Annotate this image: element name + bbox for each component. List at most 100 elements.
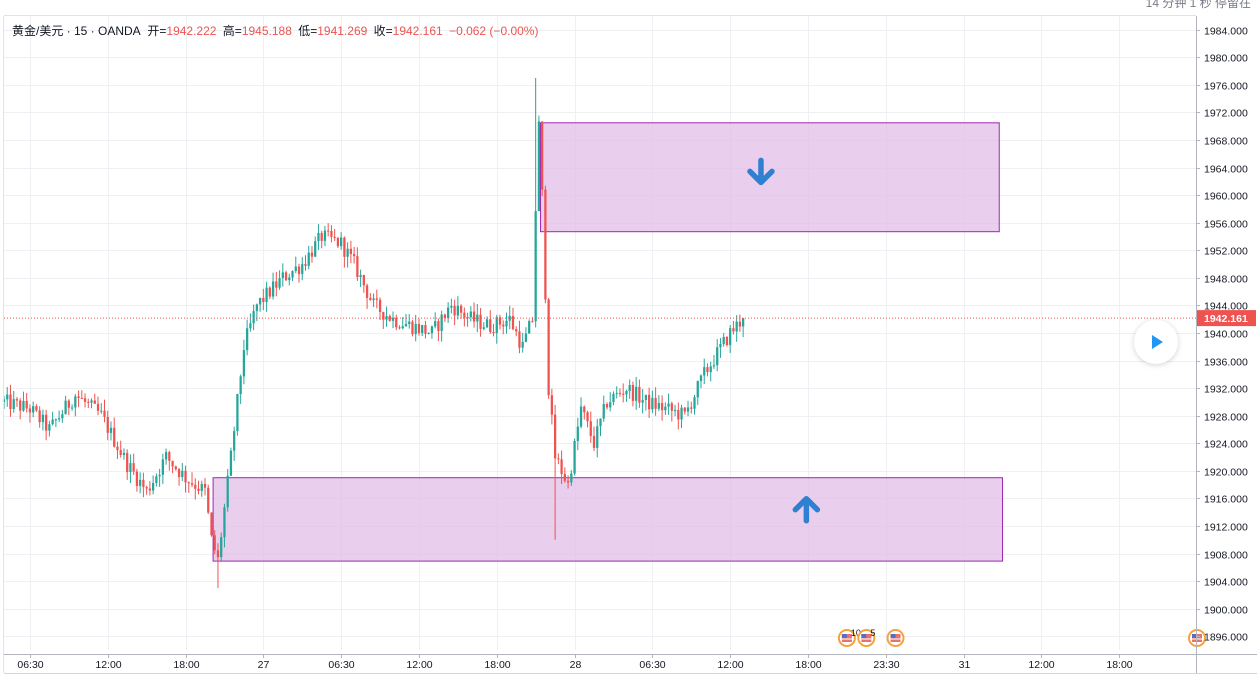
candle (629, 379, 631, 398)
y-tick-label: 1952.000 (1204, 246, 1248, 258)
candle (304, 255, 306, 270)
candle (512, 308, 514, 330)
candle (463, 307, 465, 326)
x-tick-label: 18:00 (484, 659, 510, 671)
x-tick-label: 31 (959, 659, 971, 671)
candle (291, 270, 293, 281)
candle (9, 385, 11, 417)
candle (321, 231, 323, 248)
us-flag-event-icon[interactable] (888, 630, 904, 646)
x-tick-label: 18:00 (795, 659, 821, 671)
candle (441, 311, 443, 342)
candle (535, 78, 537, 328)
close-label: 收= (374, 24, 393, 38)
candle (586, 411, 588, 428)
candle (311, 246, 313, 263)
candle (275, 272, 277, 296)
candle (541, 121, 543, 196)
candle (489, 310, 491, 334)
candle (246, 320, 248, 356)
candle (492, 324, 494, 337)
x-tick-label: 28 (570, 659, 582, 671)
candle (697, 381, 699, 405)
candle (240, 374, 242, 403)
candle (201, 481, 203, 497)
candle (706, 363, 708, 376)
candle (61, 410, 63, 423)
candle (635, 377, 637, 410)
price-axis[interactable]: 1896.0001900.0001904.0001908.0001912.000… (1196, 16, 1256, 673)
candle (233, 427, 235, 461)
candle (684, 407, 686, 415)
candle (599, 418, 601, 436)
candle (450, 299, 452, 314)
y-tick-label: 1964.000 (1204, 164, 1248, 176)
candle (547, 298, 549, 399)
zones-layer (213, 123, 1002, 561)
y-tick-label: 1912.000 (1204, 522, 1248, 534)
x-tick-label: 06:30 (17, 659, 43, 671)
candle (379, 297, 381, 320)
candle (671, 402, 673, 422)
candle (664, 402, 666, 415)
candle (288, 274, 290, 286)
candle (522, 333, 524, 353)
candle (84, 393, 86, 407)
candle (645, 395, 647, 411)
y-tick-label: 1984.000 (1204, 26, 1248, 38)
candle (739, 315, 741, 332)
symbol-legend: 黄金/美元 · 15 · OANDA 开=1942.222 高=1945.188… (12, 22, 538, 39)
candle (619, 388, 621, 396)
x-tick-label: 27 (258, 659, 270, 671)
candle (347, 242, 349, 267)
candle (48, 421, 50, 437)
candle (596, 419, 598, 457)
candle (35, 404, 37, 412)
candle (515, 326, 517, 336)
candle (123, 448, 125, 459)
candle (703, 359, 705, 384)
candle (667, 394, 669, 415)
candle (269, 286, 271, 299)
candle (405, 314, 407, 327)
candle (227, 469, 229, 512)
candle (564, 467, 566, 482)
candle (551, 389, 553, 425)
candle (437, 319, 439, 342)
candle (654, 387, 656, 416)
y-tick-label: 1980.000 (1204, 53, 1248, 65)
candle (314, 236, 316, 257)
zone-support[interactable] (213, 478, 1002, 561)
candle (408, 314, 410, 329)
candle (100, 403, 102, 414)
candle (42, 410, 44, 431)
open-value: 1942.222 (166, 24, 216, 38)
candle (278, 270, 280, 290)
candle (392, 311, 394, 328)
candle (642, 389, 644, 413)
candle (259, 298, 261, 312)
candle (165, 449, 167, 465)
candle (162, 454, 164, 484)
candle (87, 399, 89, 408)
scroll-to-realtime-button[interactable] (1134, 320, 1178, 364)
y-tick-label: 1920.000 (1204, 467, 1248, 479)
candle (382, 312, 384, 329)
candle (411, 320, 413, 336)
change-value: −0.062 (−0.00%) (449, 24, 538, 38)
x-tick-label: 06:30 (328, 659, 354, 671)
candle (272, 273, 274, 300)
candle (518, 321, 520, 354)
candle (499, 315, 501, 330)
candle (13, 391, 15, 413)
y-tick-label: 1900.000 (1204, 605, 1248, 617)
candle (356, 247, 358, 281)
symbol-title[interactable]: 黄金/美元 · 15 · OANDA (12, 24, 140, 38)
candle (431, 325, 433, 338)
y-tick-label: 1968.000 (1204, 136, 1248, 148)
candle (726, 336, 728, 346)
